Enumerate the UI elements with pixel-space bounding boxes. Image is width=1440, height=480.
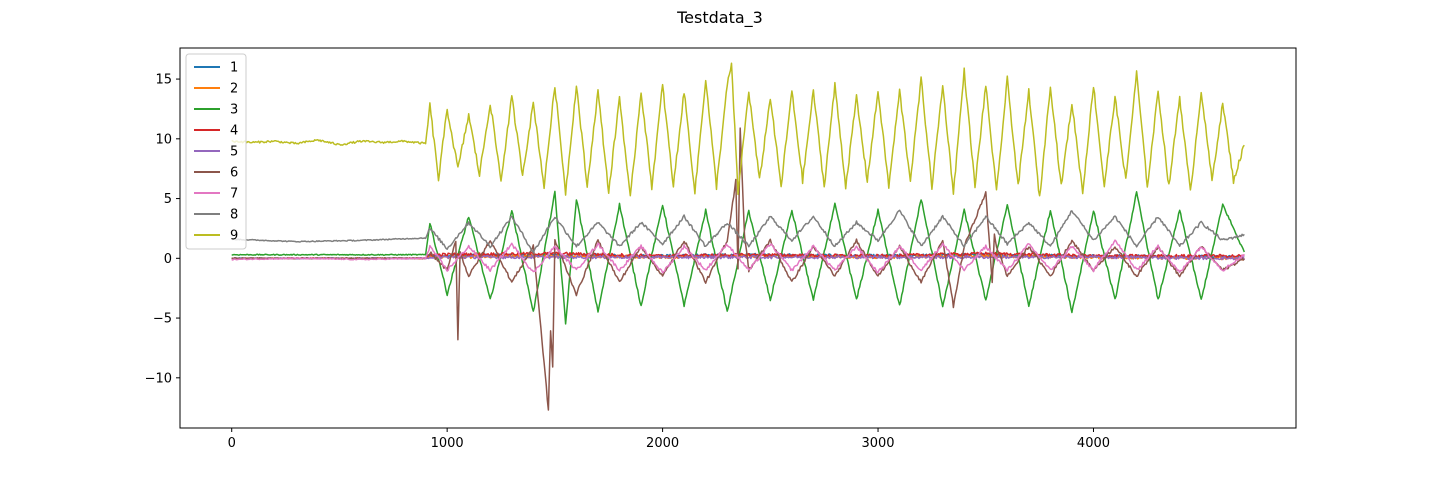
plot-lines	[231, 62, 1246, 411]
legend-label: 5	[230, 145, 238, 160]
y-tick-label: 15	[155, 73, 172, 88]
y-tick-label: −10	[145, 371, 172, 386]
legend-label: 3	[230, 103, 238, 118]
series-line-8	[231, 209, 1245, 254]
y-axis: −10 −5 0 5 10 15	[145, 73, 180, 386]
y-tick-label: 0	[164, 252, 172, 267]
x-axis: 0 1000 2000 3000 4000	[228, 428, 1110, 451]
x-tick-label: 2000	[646, 436, 679, 451]
y-tick-label: −5	[153, 312, 172, 327]
legend-label: 8	[230, 208, 238, 223]
legend-label: 9	[230, 229, 238, 244]
x-tick-label: 0	[228, 436, 236, 451]
x-tick-label: 3000	[861, 436, 894, 451]
legend-label: 2	[230, 82, 238, 97]
legend-label: 1	[230, 61, 238, 76]
x-tick-label: 4000	[1077, 436, 1110, 451]
legend: 1 2 3 4 5 6 7 8 9	[185, 53, 247, 250]
legend-label: 7	[230, 187, 238, 202]
x-tick-label: 1000	[431, 436, 464, 451]
series-line-7	[231, 239, 1245, 274]
y-tick-label: 10	[155, 132, 172, 147]
y-tick-label: 5	[164, 192, 172, 207]
legend-label: 4	[230, 124, 238, 139]
plot-frame	[179, 47, 1297, 429]
legend-label: 6	[230, 166, 238, 181]
chart-title: Testdata_3	[676, 8, 763, 28]
series-line-9	[231, 62, 1245, 197]
